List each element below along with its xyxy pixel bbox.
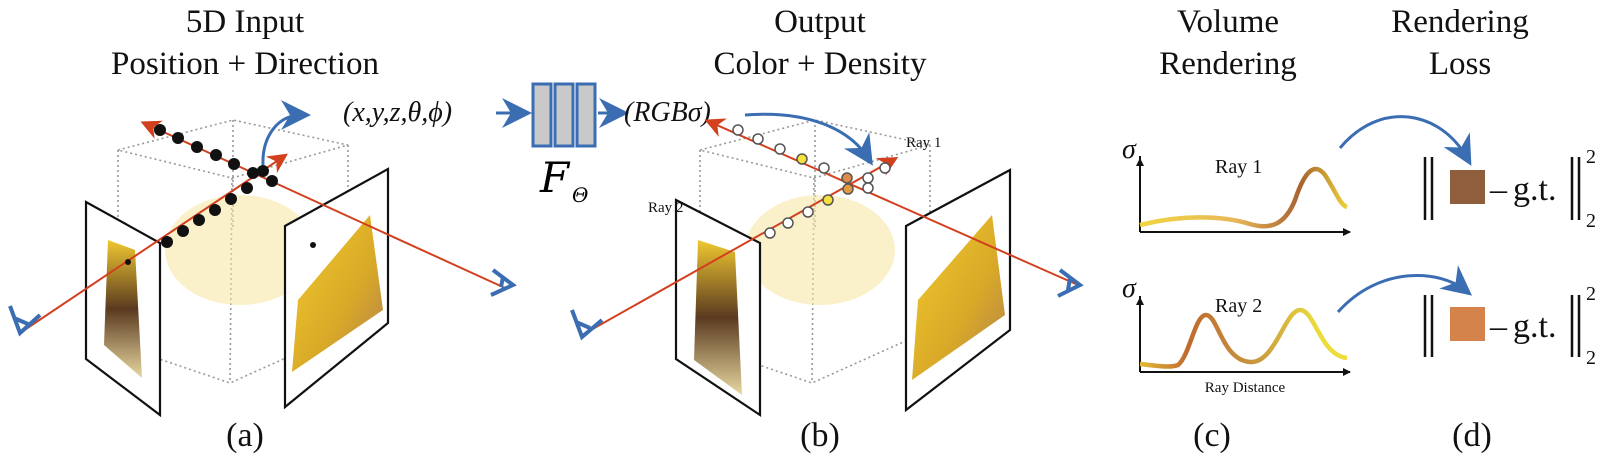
norm-subscript-1: 2 [1586,210,1596,232]
norm-superscript-2: 2 [1586,283,1596,305]
panel-b-scene [570,112,1084,418]
network-label: F [539,153,571,202]
render-arrow-2 [1336,265,1473,314]
plot-1-label: Ray 1 [1215,156,1262,178]
rendered-color-swatch-1 [1450,170,1485,204]
title-loss: Loss [1429,46,1491,82]
bounding-cube [117,119,349,384]
loss-term-2: – g.t. 2 2 [1423,283,1596,369]
output-tuple: (RGBσ) [624,97,711,128]
right-view-image-b [912,215,1005,380]
caption-b: (b) [800,417,840,454]
ray-2-label: Ray 2 [648,200,683,216]
plot-2-label: Ray 2 [1215,295,1262,317]
query-arrow [261,100,311,166]
panel-a-scene [8,100,517,418]
norm-superscript-1: 2 [1586,146,1596,168]
density-plot-ray-2 [1136,296,1351,376]
gt-label-1: g.t. [1513,171,1556,208]
left-view-image-b [694,240,742,395]
sigma-axis-label-1: σ [1122,134,1137,165]
title-output: Output [774,4,866,40]
caption-d: (d) [1452,417,1492,454]
title-rendering-loss: Rendering [1391,4,1528,40]
camera-ray-1 [19,153,288,334]
title-volume: Volume [1177,4,1279,40]
scene-volume-bulldozer-b [745,195,895,305]
camera-ray-2-b [704,118,1079,286]
minus-sign-1: – [1489,171,1508,208]
title-color-density: Color + Density [714,46,927,82]
gt-label-2: g.t. [1513,308,1556,345]
render-arrow-1 [1338,115,1472,166]
loss-term-1: – g.t. 2 2 [1423,146,1596,232]
x-axis-label: Ray Distance [1205,380,1286,396]
rendered-color-swatch-2 [1450,307,1485,341]
network-subscript: Θ [572,183,588,207]
mlp-network-icon [531,82,597,148]
camera-eye-icon-right-b [1057,268,1084,298]
density-plot-ray-1 [1136,156,1351,236]
norm-subscript-2: 2 [1586,347,1596,369]
right-view-image [292,215,383,372]
title-5d-input: 5D Input [186,4,304,40]
left-view-image [104,240,142,378]
camera-eye-icon-right [490,268,517,297]
ray-1-label: Ray 1 [906,135,941,151]
caption-c: (c) [1193,417,1231,454]
camera-ray-1-b [581,157,899,336]
input-tuple: (x,y,z,θ,ϕ) [343,97,452,128]
sigma-axis-label-2: σ [1122,273,1137,304]
title-rendering: Rendering [1159,46,1296,82]
camera-eye-icon-left-b [570,309,604,341]
colored-sample-points [732,124,891,239]
camera-ray-2 [140,120,506,289]
density-curve-1 [1139,166,1349,229]
minus-sign-2: – [1489,308,1508,345]
title-position-direction: Position + Direction [111,46,379,82]
density-curve-2 [1139,307,1348,369]
sample-points [125,124,316,265]
camera-eye-icon-left [8,305,42,337]
caption-a: (a) [226,417,264,454]
output-arrow [744,112,873,166]
